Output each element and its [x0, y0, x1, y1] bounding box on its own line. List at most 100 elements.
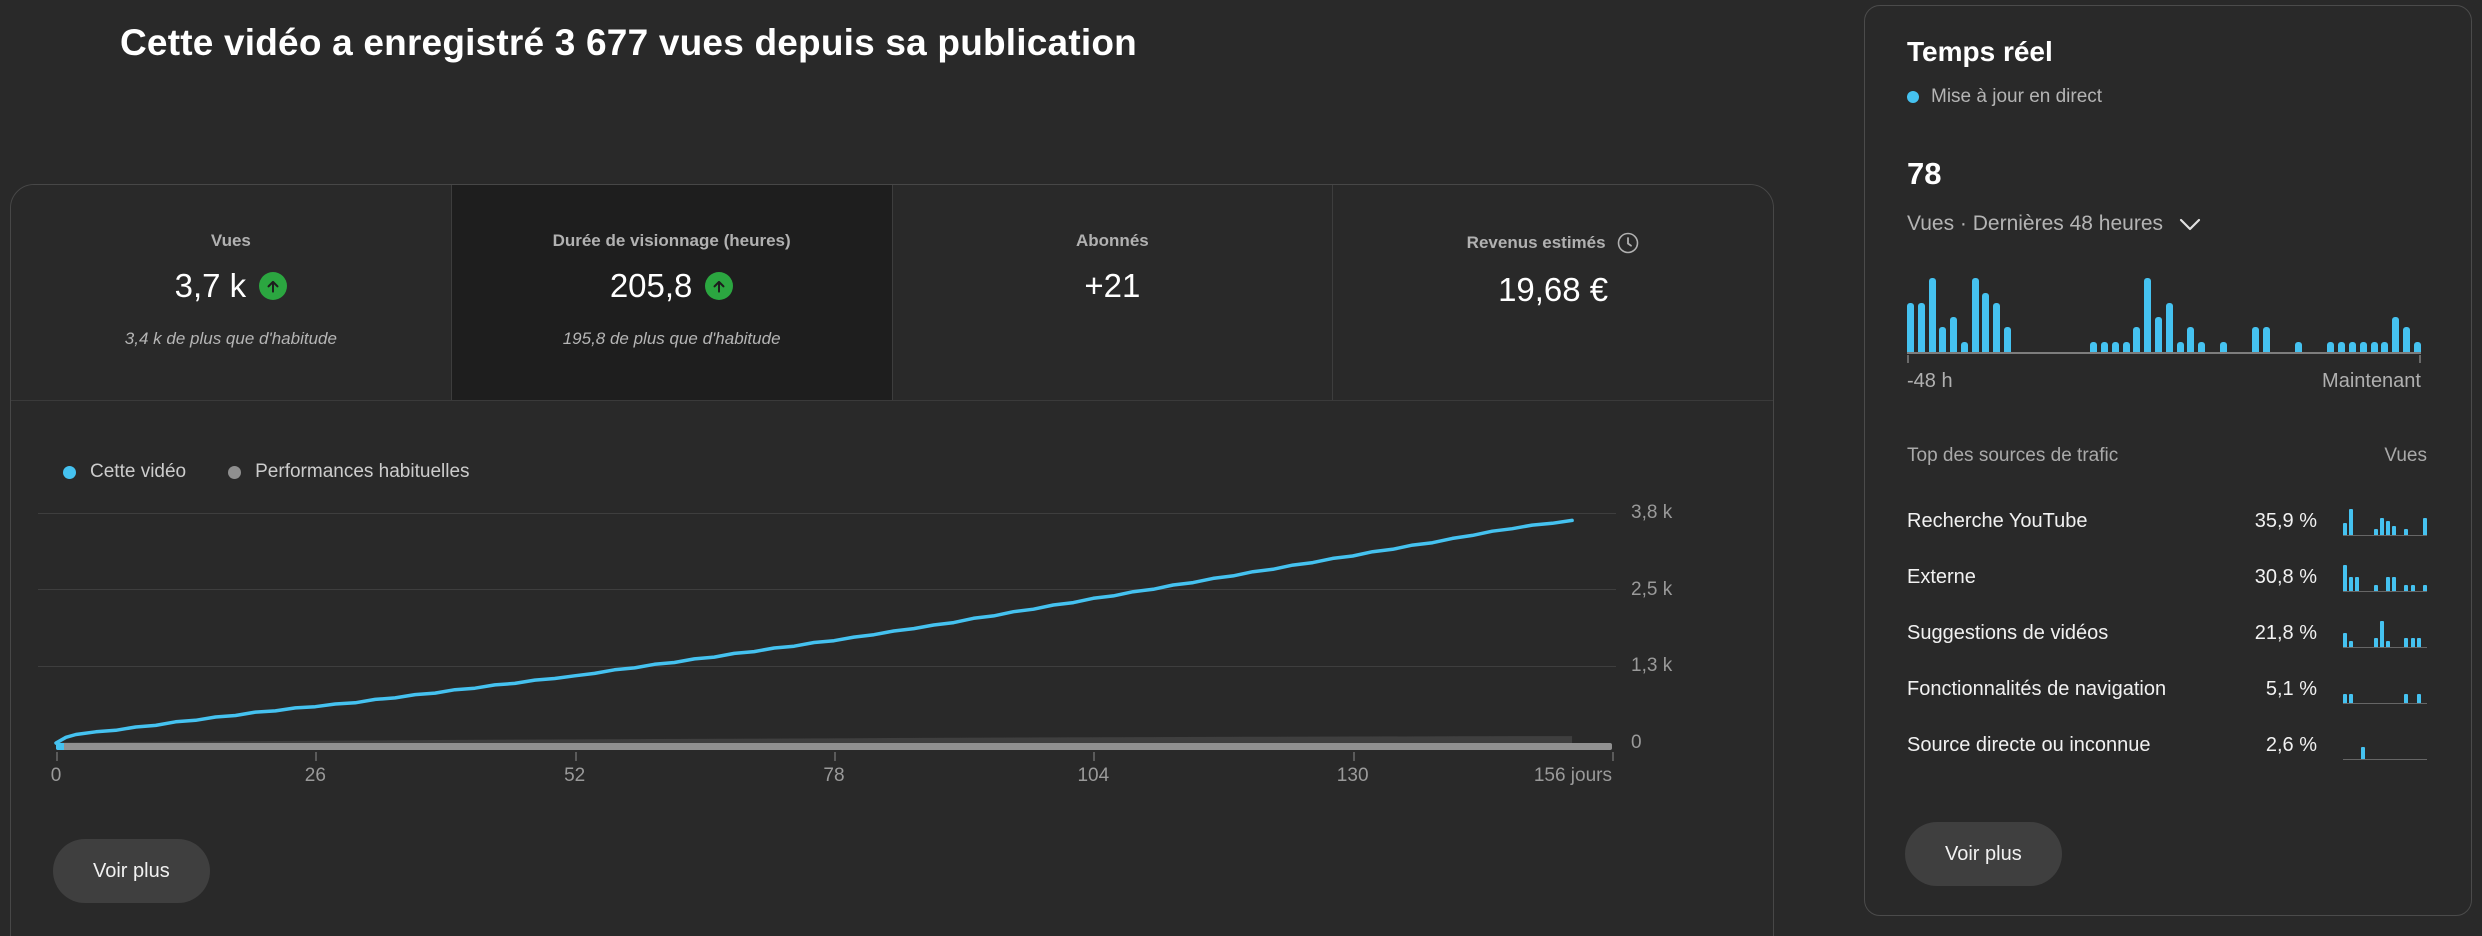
source-name: Fonctionnalités de navigation	[1907, 677, 2167, 700]
realtime-bar	[1971, 278, 1979, 352]
sparkline-bar	[2349, 508, 2354, 535]
legend-label: Performances habituelles	[255, 461, 470, 482]
scrubber-start-handle[interactable]	[56, 743, 64, 750]
sparkline-bar	[2385, 641, 2390, 647]
sparkline-bar	[2385, 576, 2390, 591]
realtime-bar	[2144, 278, 2152, 352]
timeline-scrubber[interactable]	[56, 743, 1612, 750]
axis-tick	[1093, 752, 1096, 761]
realtime-bar-chart[interactable]	[1907, 276, 2421, 363]
realtime-bar	[2295, 342, 2303, 352]
x-label-now: Maintenant	[2322, 370, 2421, 392]
metric-value: +21	[1084, 267, 1141, 304]
sparkline-bar	[2343, 523, 2347, 535]
source-name: Source directe ou inconnue	[1907, 733, 2151, 756]
realtime-bar	[2101, 342, 2109, 352]
source-percentage: 5,1 %	[2265, 677, 2317, 700]
realtime-see-more-button[interactable]: Voir plus	[1905, 822, 2062, 886]
realtime-bar	[2090, 342, 2098, 352]
axis-tick	[574, 752, 577, 761]
table-row[interactable]: Recherche YouTube 35,9 %	[1907, 493, 2427, 549]
realtime-x-labels: -48 h Maintenant	[1907, 370, 2421, 393]
source-name: Suggestions de vidéos	[1907, 621, 2109, 644]
x-axis-ticks	[56, 752, 1614, 762]
realtime-bar	[2004, 327, 2012, 352]
sparkline-bar	[2355, 576, 2360, 591]
sparkline-bar	[2379, 620, 2384, 647]
table-row[interactable]: Fonctionnalités de navigation 5,1 %	[1907, 661, 2427, 717]
realtime-card: Temps réel Mise à jour en direct 78 Vues…	[1864, 5, 2472, 916]
realtime-bar	[1939, 327, 1947, 352]
sparkline-bar	[2349, 694, 2354, 703]
realtime-views-caption: Vues · Dernières 48 heures	[1907, 212, 2164, 235]
tab-watch-time[interactable]: Durée de visionnage (heures) 205,8 195,8…	[450, 185, 892, 400]
realtime-bar	[2165, 302, 2173, 352]
y-axis-label: 3,8 k	[1631, 502, 1673, 523]
axis-tick	[1907, 355, 1909, 363]
table-row[interactable]: Externe 30,8 %	[1907, 549, 2427, 605]
live-update-row: Mise à jour en direct	[1907, 86, 2441, 108]
see-more-button[interactable]: Voir plus	[53, 839, 210, 903]
metric-comparison: 3,4 k de plus que d'habitude	[124, 329, 337, 348]
gridline	[38, 666, 1616, 667]
traffic-sources-table: Top des sources de trafic Vues Recherche…	[1907, 445, 2427, 773]
y-axis-labels: 0 1,3 k 2,5 k 3,8 k	[1631, 502, 1761, 753]
realtime-title: Temps réel	[1907, 36, 2053, 67]
realtime-bar	[1960, 342, 1968, 352]
realtime-bar	[2370, 342, 2378, 352]
sparkline-bar	[2410, 638, 2415, 647]
live-dot-icon	[1907, 91, 1919, 103]
trend-up-icon	[705, 272, 734, 300]
realtime-bar	[1928, 278, 1936, 352]
realtime-bar	[1917, 302, 1925, 352]
source-percentage: 30,8 %	[2254, 565, 2317, 588]
table-row[interactable]: Suggestions de vidéos 21,8 %	[1907, 605, 2427, 661]
metric-label: Revenus estimés	[1466, 233, 1606, 252]
axis-tick	[315, 752, 318, 761]
y-axis-label: 2,5 k	[1631, 578, 1673, 600]
sparkline-bar	[2416, 694, 2421, 703]
sparkline-bar	[2422, 517, 2427, 535]
source-percentage: 21,8 %	[2254, 621, 2317, 644]
sparkline-bar	[2385, 520, 2390, 535]
sparkline-bar	[2349, 641, 2354, 647]
realtime-bar	[2402, 327, 2410, 352]
legend-label: Cette vidéo	[90, 461, 187, 482]
x-axis-label: 130	[1336, 765, 1369, 786]
realtime-bar	[1993, 302, 2001, 352]
realtime-views-filter[interactable]: Vues · Dernières 48 heures	[1907, 212, 2441, 236]
sparkline-bar	[2379, 517, 2384, 535]
tab-estimated-revenue[interactable]: Revenus estimés 19,68 €	[1332, 185, 1773, 400]
realtime-bar	[1982, 292, 1990, 352]
source-name: Recherche YouTube	[1907, 509, 2088, 532]
typical-performance-dot-icon	[228, 465, 242, 479]
axis-tick	[1612, 752, 1614, 761]
views-line-chart[interactable]	[38, 513, 1616, 745]
legend-typical-performance: Performances habituelles	[228, 461, 470, 483]
realtime-bar	[2338, 342, 2346, 352]
table-row[interactable]: Source directe ou inconnue 2,6 %	[1907, 717, 2427, 773]
realtime-bar	[2122, 342, 2130, 352]
x-axis-label: 78	[823, 765, 845, 786]
metric-tab-row: Vues 3,7 k 3,4 k de plus que d'habitude …	[11, 185, 1773, 401]
source-sparkline	[2343, 562, 2427, 592]
x-axis-label: 104	[1077, 765, 1110, 786]
realtime-bars	[1907, 278, 2421, 352]
realtime-bar	[2349, 342, 2357, 352]
chart-legend: Cette vidéo Performances habituelles	[63, 461, 470, 483]
chevron-down-icon	[2179, 218, 2201, 231]
gridline	[38, 513, 1616, 514]
tab-subscribers[interactable]: Abonnés +21	[891, 185, 1333, 400]
sparkline-bar	[2343, 564, 2347, 591]
this-video-dot-icon	[63, 465, 76, 479]
sparkline-bar	[2373, 638, 2378, 647]
sparkline-bar	[2404, 694, 2409, 703]
tab-views[interactable]: Vues 3,7 k 3,4 k de plus que d'habitude	[11, 185, 451, 400]
realtime-bar	[2262, 327, 2270, 352]
metric-label: Vues	[210, 231, 251, 250]
axis-tick	[1352, 752, 1355, 761]
page-title: Cette vidéo a enregistré 3 677 vues depu…	[120, 22, 1137, 63]
realtime-bar	[1907, 302, 1914, 352]
trend-up-icon	[259, 272, 288, 300]
source-sparkline	[2343, 674, 2427, 704]
